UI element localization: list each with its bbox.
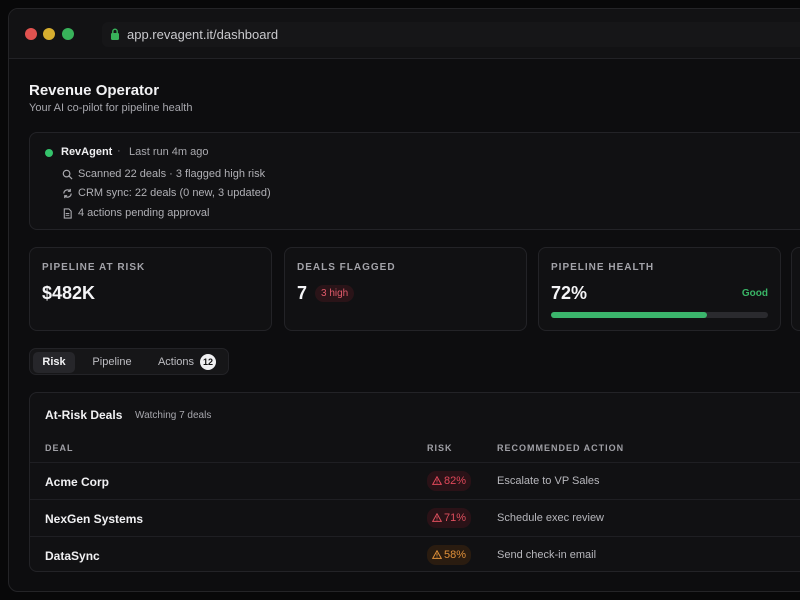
health-status: Good	[741, 288, 768, 299]
tab-pipeline[interactable]: Pipeline	[92, 356, 132, 368]
recommended-action: Escalate to VP Sales	[497, 475, 600, 487]
deal-name: DataSync	[45, 549, 100, 563]
tab-actions[interactable]: Actions	[157, 356, 195, 368]
column-header-risk: RISK	[427, 443, 453, 453]
stat-value: $482K	[42, 283, 96, 303]
warning-icon	[431, 512, 443, 522]
warning-icon	[431, 475, 443, 485]
agent-activity-text: Scanned 22 deals · 3 flagged high risk	[78, 168, 266, 180]
recommended-action: Send check-in email	[497, 549, 597, 561]
agent-activity-text: CRM sync: 22 deals (0 new, 3 updated)	[78, 187, 271, 199]
at-risk-deals-card: At-Risk Deals Watching 7 deals DEAL RISK…	[29, 392, 800, 572]
warning-icon	[431, 549, 443, 559]
address-bar[interactable]: app.revagent.it/dashboard	[102, 22, 800, 47]
agent-status-indicator	[45, 149, 53, 157]
minimize-window-button[interactable]	[43, 28, 55, 40]
column-header-action: RECOMMENDED ACTION	[497, 443, 625, 453]
agent-separator: ·	[117, 145, 121, 157]
health-progress-fill	[551, 312, 708, 318]
risk-value: 58%	[444, 549, 467, 561]
risk-value: 82%	[444, 475, 467, 487]
stat-value: 72%	[551, 283, 588, 303]
stat-label: DEALS FLAGGED	[297, 262, 396, 273]
risk-badge: 71%	[427, 508, 472, 528]
actions-count-badge: 12	[200, 354, 216, 370]
browser-titlebar: app.revagent.it/dashboard	[9, 9, 800, 59]
column-header-deal: DEAL	[45, 443, 74, 453]
url-text: app.revagent.it/dashboard	[127, 27, 279, 42]
dashboard-content: Revenue Operator Your AI co-pilot for pi…	[9, 59, 800, 591]
health-progress-bar	[551, 312, 768, 318]
risk-badge: 58%	[427, 545, 472, 565]
high-risk-badge: 3 high	[315, 285, 355, 302]
page-title: Revenue Operator	[29, 82, 160, 99]
stat-label: PIPELINE HEALTH	[551, 262, 655, 273]
search-icon	[62, 169, 73, 180]
browser-window: app.revagent.it/dashboard Revenue Operat…	[8, 8, 800, 592]
agent-activity-text: 4 actions pending approval	[78, 207, 210, 219]
tab-risk[interactable]: Risk	[33, 352, 75, 373]
lock-icon	[111, 28, 119, 40]
agent-last-run: Last run 4m ago	[129, 146, 209, 158]
table-row[interactable]: DataSync 58% Send check-in email	[30, 536, 800, 571]
deals-flagged-card: DEALS FLAGGED 7 3 high	[284, 247, 527, 331]
page-subtitle: Your AI co-pilot for pipeline health	[29, 102, 193, 114]
stat-label: PIPELINE AT RISK	[42, 262, 146, 273]
pipeline-health-card: PIPELINE HEALTH 72% Good	[538, 247, 781, 331]
view-tabs: Risk Pipeline Actions 12	[29, 348, 229, 375]
deal-name: NexGen Systems	[45, 512, 144, 526]
agent-status-card: RevAgent · Last run 4m ago Scanned 22 de…	[29, 132, 800, 230]
maximize-window-button[interactable]	[62, 28, 74, 40]
close-window-button[interactable]	[25, 28, 37, 40]
pipeline-at-risk-card: PIPELINE AT RISK $482K	[29, 247, 272, 331]
deals-title: At-Risk Deals	[45, 408, 123, 422]
table-row[interactable]: NexGen Systems 71% Schedule exec review	[30, 499, 800, 536]
deal-name: Acme Corp	[45, 475, 110, 489]
recommended-action: Schedule exec review	[497, 512, 605, 524]
document-icon	[63, 208, 72, 219]
agent-name: RevAgent	[61, 146, 113, 158]
risk-badge: 82%	[427, 471, 472, 491]
table-row[interactable]: Acme Corp 82% Escalate to VP Sales	[30, 462, 800, 499]
stat-value: 7	[297, 283, 308, 303]
stat-card-partial	[791, 247, 800, 331]
risk-value: 71%	[444, 512, 467, 524]
deals-subtitle: Watching 7 deals	[135, 410, 212, 421]
sync-icon	[63, 188, 72, 199]
